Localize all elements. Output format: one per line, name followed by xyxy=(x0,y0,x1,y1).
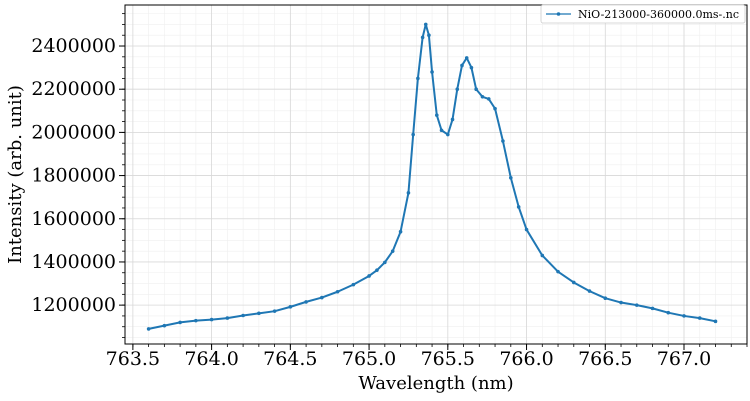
axis-ticks xyxy=(119,13,748,350)
x-tick-label: 765.0 xyxy=(342,348,396,370)
series-line xyxy=(148,23,716,330)
data-point xyxy=(406,191,411,195)
x-tick-label: 766.5 xyxy=(578,348,632,370)
data-point xyxy=(460,63,464,68)
x-tick-label: 764.5 xyxy=(263,348,317,370)
data-point xyxy=(225,316,230,320)
legend: NiO-213000-360000.0ms-.nc xyxy=(540,4,746,24)
data-point xyxy=(411,132,415,137)
data-point xyxy=(383,260,387,265)
data-point xyxy=(516,205,521,209)
minor-gridlines xyxy=(125,5,748,344)
data-point xyxy=(288,305,293,309)
data-point xyxy=(390,249,395,253)
data-point xyxy=(556,269,560,274)
major-gridlines xyxy=(125,5,747,344)
legend-series-label: NiO-213000-360000.0ms-.nc xyxy=(578,8,739,21)
x-axis-label: Wavelength (nm) xyxy=(358,373,513,394)
data-point xyxy=(501,139,505,143)
x-tick-label: 764.0 xyxy=(184,348,238,370)
x-tick-labels: 763.5 764.0 764.5 765.0 765.5 766.0 766.5 767.0 xyxy=(106,348,712,370)
data-point xyxy=(493,106,497,111)
y-axis-label: Intensity (arb. unit) xyxy=(5,85,26,264)
data-point xyxy=(666,310,671,315)
x-tick-label: 763.5 xyxy=(106,348,160,370)
y-tick-label: 2200000 xyxy=(31,78,116,100)
data-point xyxy=(335,289,340,294)
legend-marker xyxy=(556,12,561,16)
y-tick-label: 2000000 xyxy=(31,121,116,143)
y-tick-label: 1400000 xyxy=(31,251,116,273)
data-point xyxy=(241,313,245,318)
data-point xyxy=(272,309,277,313)
data-point xyxy=(416,76,420,81)
legend-box xyxy=(540,4,746,24)
data-point xyxy=(469,65,474,70)
data-point xyxy=(398,229,403,234)
data-point xyxy=(178,320,182,325)
data-point xyxy=(650,306,655,311)
y-tick-label: 1200000 xyxy=(31,294,116,316)
data-point xyxy=(455,87,460,92)
data-point xyxy=(450,117,455,122)
data-point xyxy=(571,280,576,285)
data-point xyxy=(524,227,529,232)
data-point xyxy=(194,318,198,323)
data-point xyxy=(367,274,371,278)
data-point xyxy=(423,22,428,27)
data-point xyxy=(713,319,718,324)
data-point xyxy=(697,316,702,320)
data-point xyxy=(257,311,261,316)
y-tick-label: 2400000 xyxy=(31,35,116,57)
data-point xyxy=(162,323,167,328)
data-point xyxy=(682,314,686,318)
data-point xyxy=(474,87,478,92)
y-tick-label: 1800000 xyxy=(31,165,116,187)
x-tick-label: 765.5 xyxy=(421,348,475,370)
plot-frame xyxy=(124,4,748,345)
data-point xyxy=(427,33,431,38)
data-point xyxy=(439,128,444,133)
data-point xyxy=(146,327,151,331)
data-point xyxy=(587,289,592,293)
data-point xyxy=(540,253,545,258)
data-point xyxy=(304,300,308,304)
data-point xyxy=(480,94,485,99)
y-tick-label: 1600000 xyxy=(31,208,116,230)
data-point xyxy=(603,296,608,301)
data-point xyxy=(464,56,469,60)
data-point xyxy=(434,113,439,117)
plot-series xyxy=(146,22,718,331)
x-tick-label: 767.0 xyxy=(657,348,711,370)
data-point xyxy=(420,35,425,40)
y-tick-labels: 1200000 1400000 1600000 1800000 2000000 22000… xyxy=(31,35,116,316)
data-point xyxy=(619,300,623,305)
data-point xyxy=(209,317,214,322)
data-point xyxy=(509,175,513,180)
data-point xyxy=(351,282,356,287)
x-tick-label: 766.0 xyxy=(499,348,553,370)
data-point xyxy=(446,132,450,137)
data-point xyxy=(375,268,379,272)
data-point xyxy=(430,70,434,74)
data-point xyxy=(320,295,324,300)
data-point xyxy=(634,303,639,307)
data-point xyxy=(486,97,491,101)
